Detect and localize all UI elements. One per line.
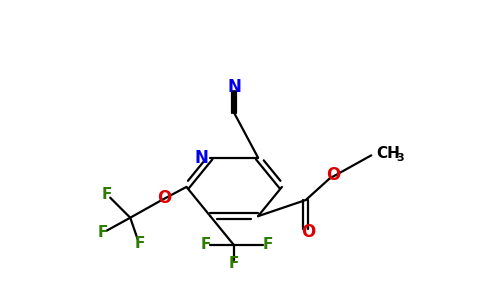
Text: N: N [227,78,241,96]
Text: CH: CH [376,146,400,161]
Text: F: F [200,237,211,252]
Text: F: F [98,225,108,240]
Text: F: F [229,256,240,272]
Text: O: O [326,167,341,184]
Text: N: N [194,149,208,167]
Text: O: O [301,223,315,241]
Text: 3: 3 [396,153,404,163]
Text: F: F [102,187,112,202]
Text: O: O [157,190,171,208]
Text: F: F [263,237,273,252]
Text: F: F [134,236,145,251]
